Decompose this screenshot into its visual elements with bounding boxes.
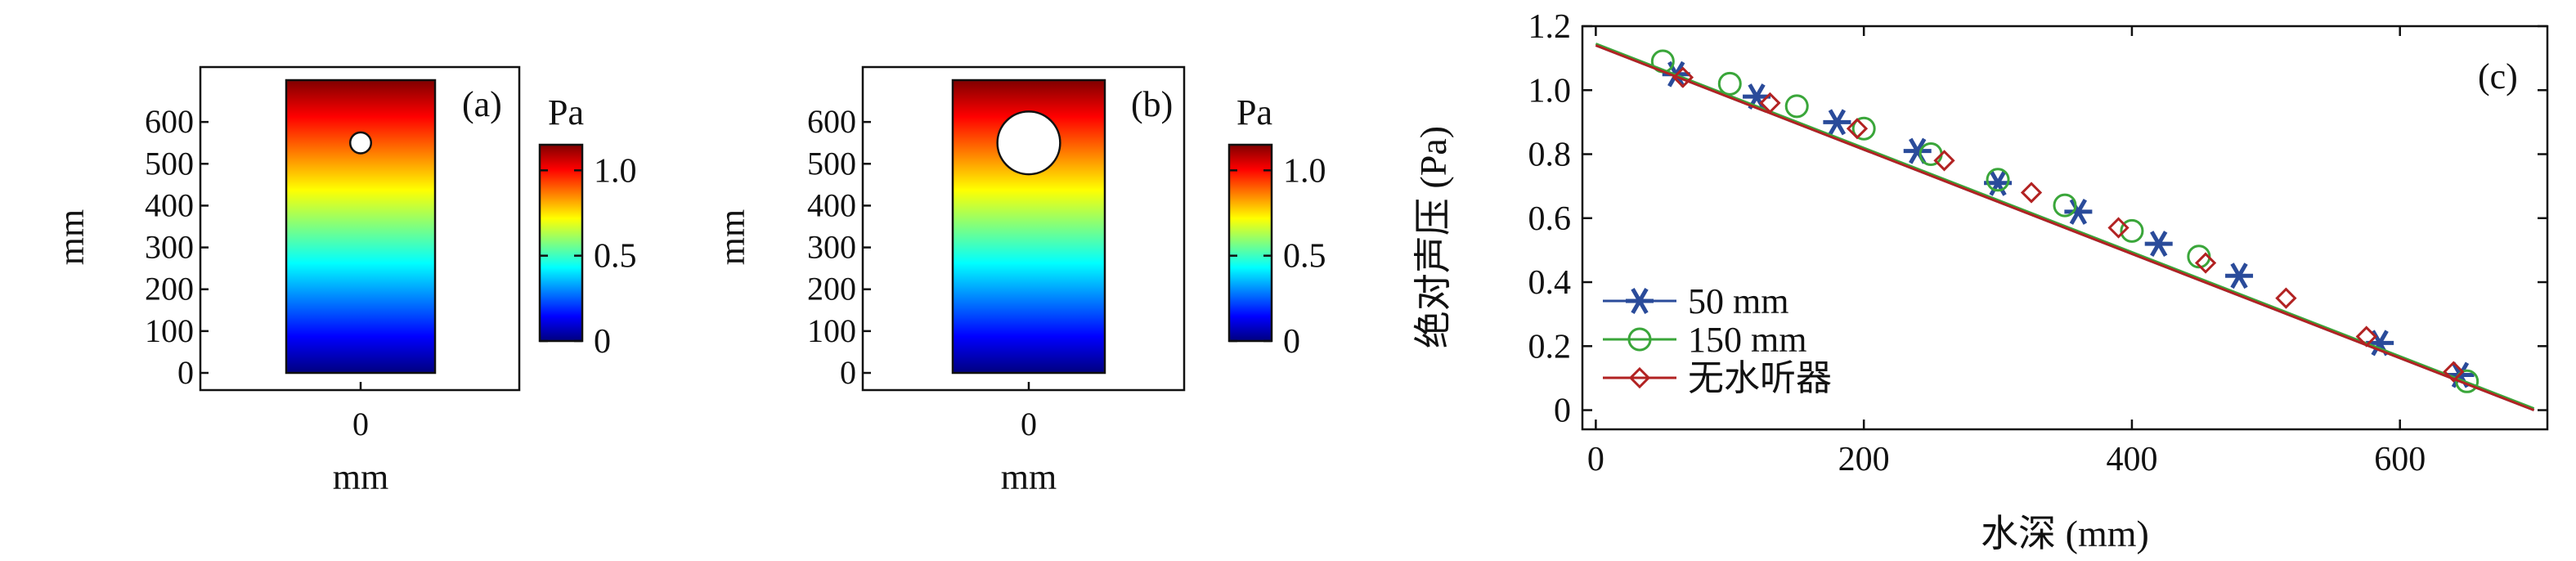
series-2-point <box>1851 116 1876 141</box>
series-3-point <box>2443 361 2465 383</box>
panel-a-y-tick-label: 200 <box>145 271 194 307</box>
legend-swatch-marker <box>1626 288 1654 314</box>
panel-a-hydrophone-hole <box>348 131 373 155</box>
panel-b-label: (b) <box>1131 84 1173 124</box>
panel-a-label: (a) <box>462 84 502 124</box>
series-1-point <box>2064 198 2093 225</box>
panel-b-hydrophone-hole <box>996 110 1061 176</box>
panel-c-y-tick-label: 0.4 <box>1528 264 1572 302</box>
panel-c-x-tick-label: 400 <box>2106 441 2157 478</box>
legend-entry-label: 50 mm <box>1688 281 1788 321</box>
panel-a-pressure-field <box>285 79 437 375</box>
legend-swatch-marker <box>1627 327 1652 352</box>
panel-b-y-tick-label: 600 <box>807 103 856 140</box>
panel-b-colorbar-ticks: 0 0.5 1.0 <box>1229 152 1326 361</box>
panel-c-x-tick-label: 0 <box>1587 441 1604 478</box>
heatmap-panel-a: 0 100 200 300 400 500 600 0 mm mm (a) Pa 0 0.5 1… <box>52 65 637 497</box>
panel-b-y-tick-label: 0 <box>840 354 856 391</box>
series-2-point <box>1919 142 1943 167</box>
panel-a-ylabel: mm <box>52 209 92 265</box>
panel-c-xlabel: 水深 (mm) <box>1981 513 2149 554</box>
panel-a-y-tick-label: 500 <box>145 145 194 182</box>
panel-b-colorbar <box>1227 143 1273 343</box>
panel-b-frame <box>861 65 1186 392</box>
panel-b-colorbar-title: Pa <box>1236 92 1272 132</box>
panel-a-y-tick-label: 0 <box>177 354 194 391</box>
panel-a-y-ticks: 0 100 200 300 400 500 600 <box>145 103 209 391</box>
series-3-point <box>2355 325 2377 348</box>
series-3-point <box>2194 252 2217 274</box>
panel-a-x-tick-label: 0 <box>352 406 369 442</box>
series-2-point <box>2053 193 2077 218</box>
series-2-line <box>1595 43 2535 410</box>
series-3-point <box>1759 92 1781 114</box>
panel-c-x-tick-label: 600 <box>2374 441 2426 478</box>
series-2-point <box>1717 71 1742 96</box>
panel-b-colorbar-tick-label: 0 <box>1283 323 1300 361</box>
legend-entry-label: 150 mm <box>1688 320 1806 360</box>
panel-c-series <box>1595 43 2535 411</box>
panel-b-y-tick-label: 200 <box>807 271 856 307</box>
panel-b-y-ticks: 0 100 200 300 400 500 600 <box>807 103 871 391</box>
panel-c-y-tick-label: 1.2 <box>1528 8 1572 46</box>
series-2-point <box>1986 168 2010 192</box>
panel-b-colorbar-tick-label: 0.5 <box>1283 238 1326 276</box>
panel-c-y-tick-label: 0 <box>1554 393 1571 430</box>
panel-a-xlabel: mm <box>333 457 388 497</box>
series-3-line <box>1595 44 2535 411</box>
panel-a-colorbar-ticks: 0 0.5 1.0 <box>540 152 637 361</box>
legend-entry-label: 无水听器 <box>1688 358 1832 398</box>
panel-b-xlabel: mm <box>1001 457 1057 497</box>
series-1-point <box>1903 137 1932 164</box>
series-2-point <box>2120 218 2144 243</box>
panel-c-x-tick-label: 200 <box>1838 441 1890 478</box>
heatmap-panel-b: 0 100 200 300 400 500 600 0 mm mm (b) Pa 0 0.5 1… <box>712 65 1326 497</box>
series-3-point <box>2020 182 2043 204</box>
series-3-point <box>2107 217 2129 239</box>
panel-c-label: (c) <box>2478 56 2518 96</box>
series-1-point <box>1823 109 1851 136</box>
series-2-point <box>2455 369 2480 393</box>
panel-a-y-tick-label: 600 <box>145 103 194 140</box>
panel-c-ylabel: 绝对声压 (Pa) <box>1412 126 1454 348</box>
panel-b-y-tick-label: 400 <box>807 186 856 223</box>
panel-c-y-tick-label: 0.6 <box>1528 200 1572 238</box>
panel-c-plot-frame <box>1581 25 2549 431</box>
panel-c-y-tick-label: 0.8 <box>1528 137 1572 174</box>
panel-b-y-tick-label: 300 <box>807 229 856 266</box>
panel-a-y-tick-label: 400 <box>145 186 194 223</box>
panel-c-y-ticks: 0 0.2 0.4 0.6 0.8 1.0 1.2 <box>1528 8 2547 430</box>
panel-b-y-tick-label: 500 <box>807 145 856 182</box>
panel-a-y-tick-label: 300 <box>145 229 194 266</box>
series-3-point <box>1672 66 1694 88</box>
panel-a-colorbar-tick-label: 0 <box>594 323 611 361</box>
panel-a-colorbar-tick-label: 0.5 <box>594 238 637 276</box>
panel-c-x-ticks: 0 200 400 600 <box>1587 26 2426 478</box>
panel-a-colorbar-title: Pa <box>548 92 584 132</box>
panel-c-y-tick-label: 0.2 <box>1528 328 1572 366</box>
series-1-point <box>2225 263 2254 289</box>
line-panel-c: 0 200 400 600 0 0.2 0.4 0.6 0.8 1.0 1.2 (c) 水深 (m… <box>1412 8 2549 554</box>
series-1-point <box>2144 231 2173 258</box>
series-2 <box>1595 43 2535 410</box>
panel-a-colorbar-tick-label: 1.0 <box>594 152 637 190</box>
series-3-point <box>1933 150 1955 172</box>
series-3 <box>1595 44 2535 411</box>
series-2-point <box>1784 94 1809 119</box>
panel-b-colorbar-tick-label: 1.0 <box>1283 152 1326 190</box>
legend-swatch-marker <box>1628 366 1651 389</box>
series-3-point <box>2275 287 2297 309</box>
panel-b-ylabel: mm <box>712 209 752 265</box>
series-3-point <box>1846 118 1869 140</box>
panel-a-colorbar <box>538 143 584 343</box>
panel-c-y-tick-label: 1.0 <box>1528 72 1572 110</box>
panel-b-x-tick-label: 0 <box>1021 406 1037 442</box>
panel-a-y-tick-label: 100 <box>145 312 194 349</box>
panel-b-y-tick-label: 100 <box>807 312 856 349</box>
